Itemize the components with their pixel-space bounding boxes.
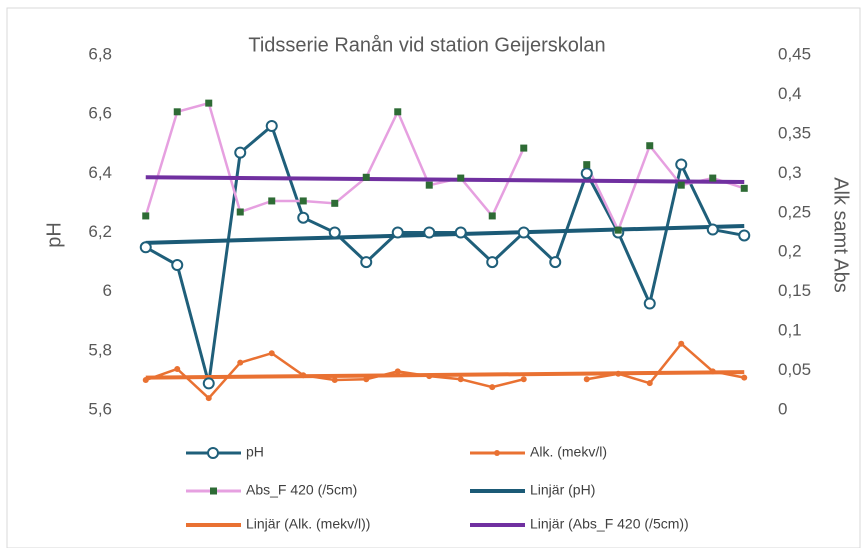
marker [142, 212, 150, 220]
marker [741, 374, 748, 381]
marker [423, 226, 436, 239]
trend-line [145, 175, 745, 185]
legend-label: Linjär (Abs_F 420 (/5cm)) [530, 516, 689, 532]
marker [706, 223, 719, 236]
marker [426, 373, 433, 380]
marker [265, 120, 278, 132]
y2-tick-label: 0,45 [778, 44, 811, 63]
marker [394, 368, 401, 375]
marker [360, 256, 373, 269]
legend-marker [207, 447, 219, 459]
y-tick-label: 5,8 [88, 340, 112, 359]
legend-label: Alk. (mekv/l) [530, 444, 607, 460]
marker [454, 226, 467, 239]
marker [363, 376, 370, 383]
trend-line [145, 370, 745, 380]
marker [583, 161, 591, 169]
chart-title: Tidsserie Ranån vid station Geijerskolan [248, 34, 605, 56]
marker [297, 211, 310, 224]
marker [237, 359, 244, 366]
y2-tick-label: 0,3 [778, 163, 802, 182]
legend-label: Linjär (pH) [530, 482, 595, 498]
marker [173, 108, 181, 116]
marker [489, 384, 496, 391]
y-tick-label: 6 [103, 281, 112, 300]
marker [675, 158, 688, 171]
marker [646, 380, 653, 387]
chart-frame [6, 7, 861, 548]
marker [520, 376, 527, 383]
trend-line [145, 223, 745, 245]
marker [171, 259, 184, 272]
marker [328, 226, 341, 239]
y2-axis-title: Alk samt Abs [830, 177, 852, 293]
marker [142, 377, 149, 384]
marker [549, 256, 562, 269]
marker [234, 146, 247, 159]
marker [614, 226, 622, 234]
marker [457, 174, 465, 182]
y-tick-label: 6,4 [88, 163, 112, 182]
marker [205, 99, 213, 107]
marker [709, 368, 716, 375]
marker [268, 197, 276, 205]
y-tick-label: 6,8 [88, 44, 112, 63]
y-axis-title: pH [43, 222, 65, 248]
y2-tick-label: 0,1 [778, 321, 802, 340]
marker [205, 395, 212, 402]
marker [139, 241, 152, 254]
marker [488, 212, 496, 220]
marker [738, 229, 751, 242]
marker [486, 256, 499, 269]
marker [583, 376, 590, 383]
legend-label: Abs_F 420 (/5cm) [246, 482, 357, 498]
marker [457, 376, 464, 383]
marker [299, 197, 307, 205]
legend-label: pH [246, 444, 264, 460]
marker [678, 340, 685, 347]
marker [362, 173, 370, 181]
y2-tick-label: 0,2 [778, 242, 802, 261]
marker [300, 372, 307, 379]
marker [677, 181, 685, 189]
y2-tick-label: 0,35 [778, 123, 811, 142]
marker [331, 377, 338, 384]
marker [580, 167, 593, 180]
y2-tick-label: 0,4 [778, 84, 802, 103]
marker [331, 199, 339, 207]
marker [174, 365, 181, 372]
marker [520, 144, 528, 152]
marker [394, 108, 402, 116]
y2-tick-label: 0,25 [778, 202, 811, 221]
marker [268, 350, 275, 357]
legend-marker [494, 450, 500, 456]
y2-tick-label: 0 [778, 399, 787, 418]
marker [615, 370, 622, 377]
y-tick-label: 6,2 [88, 222, 112, 241]
marker [709, 174, 717, 182]
series-line [585, 143, 745, 234]
y2-tick-label: 0,15 [778, 281, 811, 300]
marker [740, 184, 748, 192]
y-tick-label: 6,6 [88, 104, 112, 123]
marker [646, 142, 654, 150]
marker [236, 208, 244, 216]
marker [517, 226, 530, 239]
y2-tick-label: 0,05 [778, 360, 811, 379]
marker [391, 226, 404, 239]
y-tick-label: 5,6 [88, 399, 112, 418]
legend-marker [210, 487, 217, 495]
marker [643, 297, 656, 310]
legend-label: Linjär (Alk. (mekv/l)) [246, 516, 370, 532]
marker [425, 181, 433, 189]
marker [202, 377, 215, 390]
